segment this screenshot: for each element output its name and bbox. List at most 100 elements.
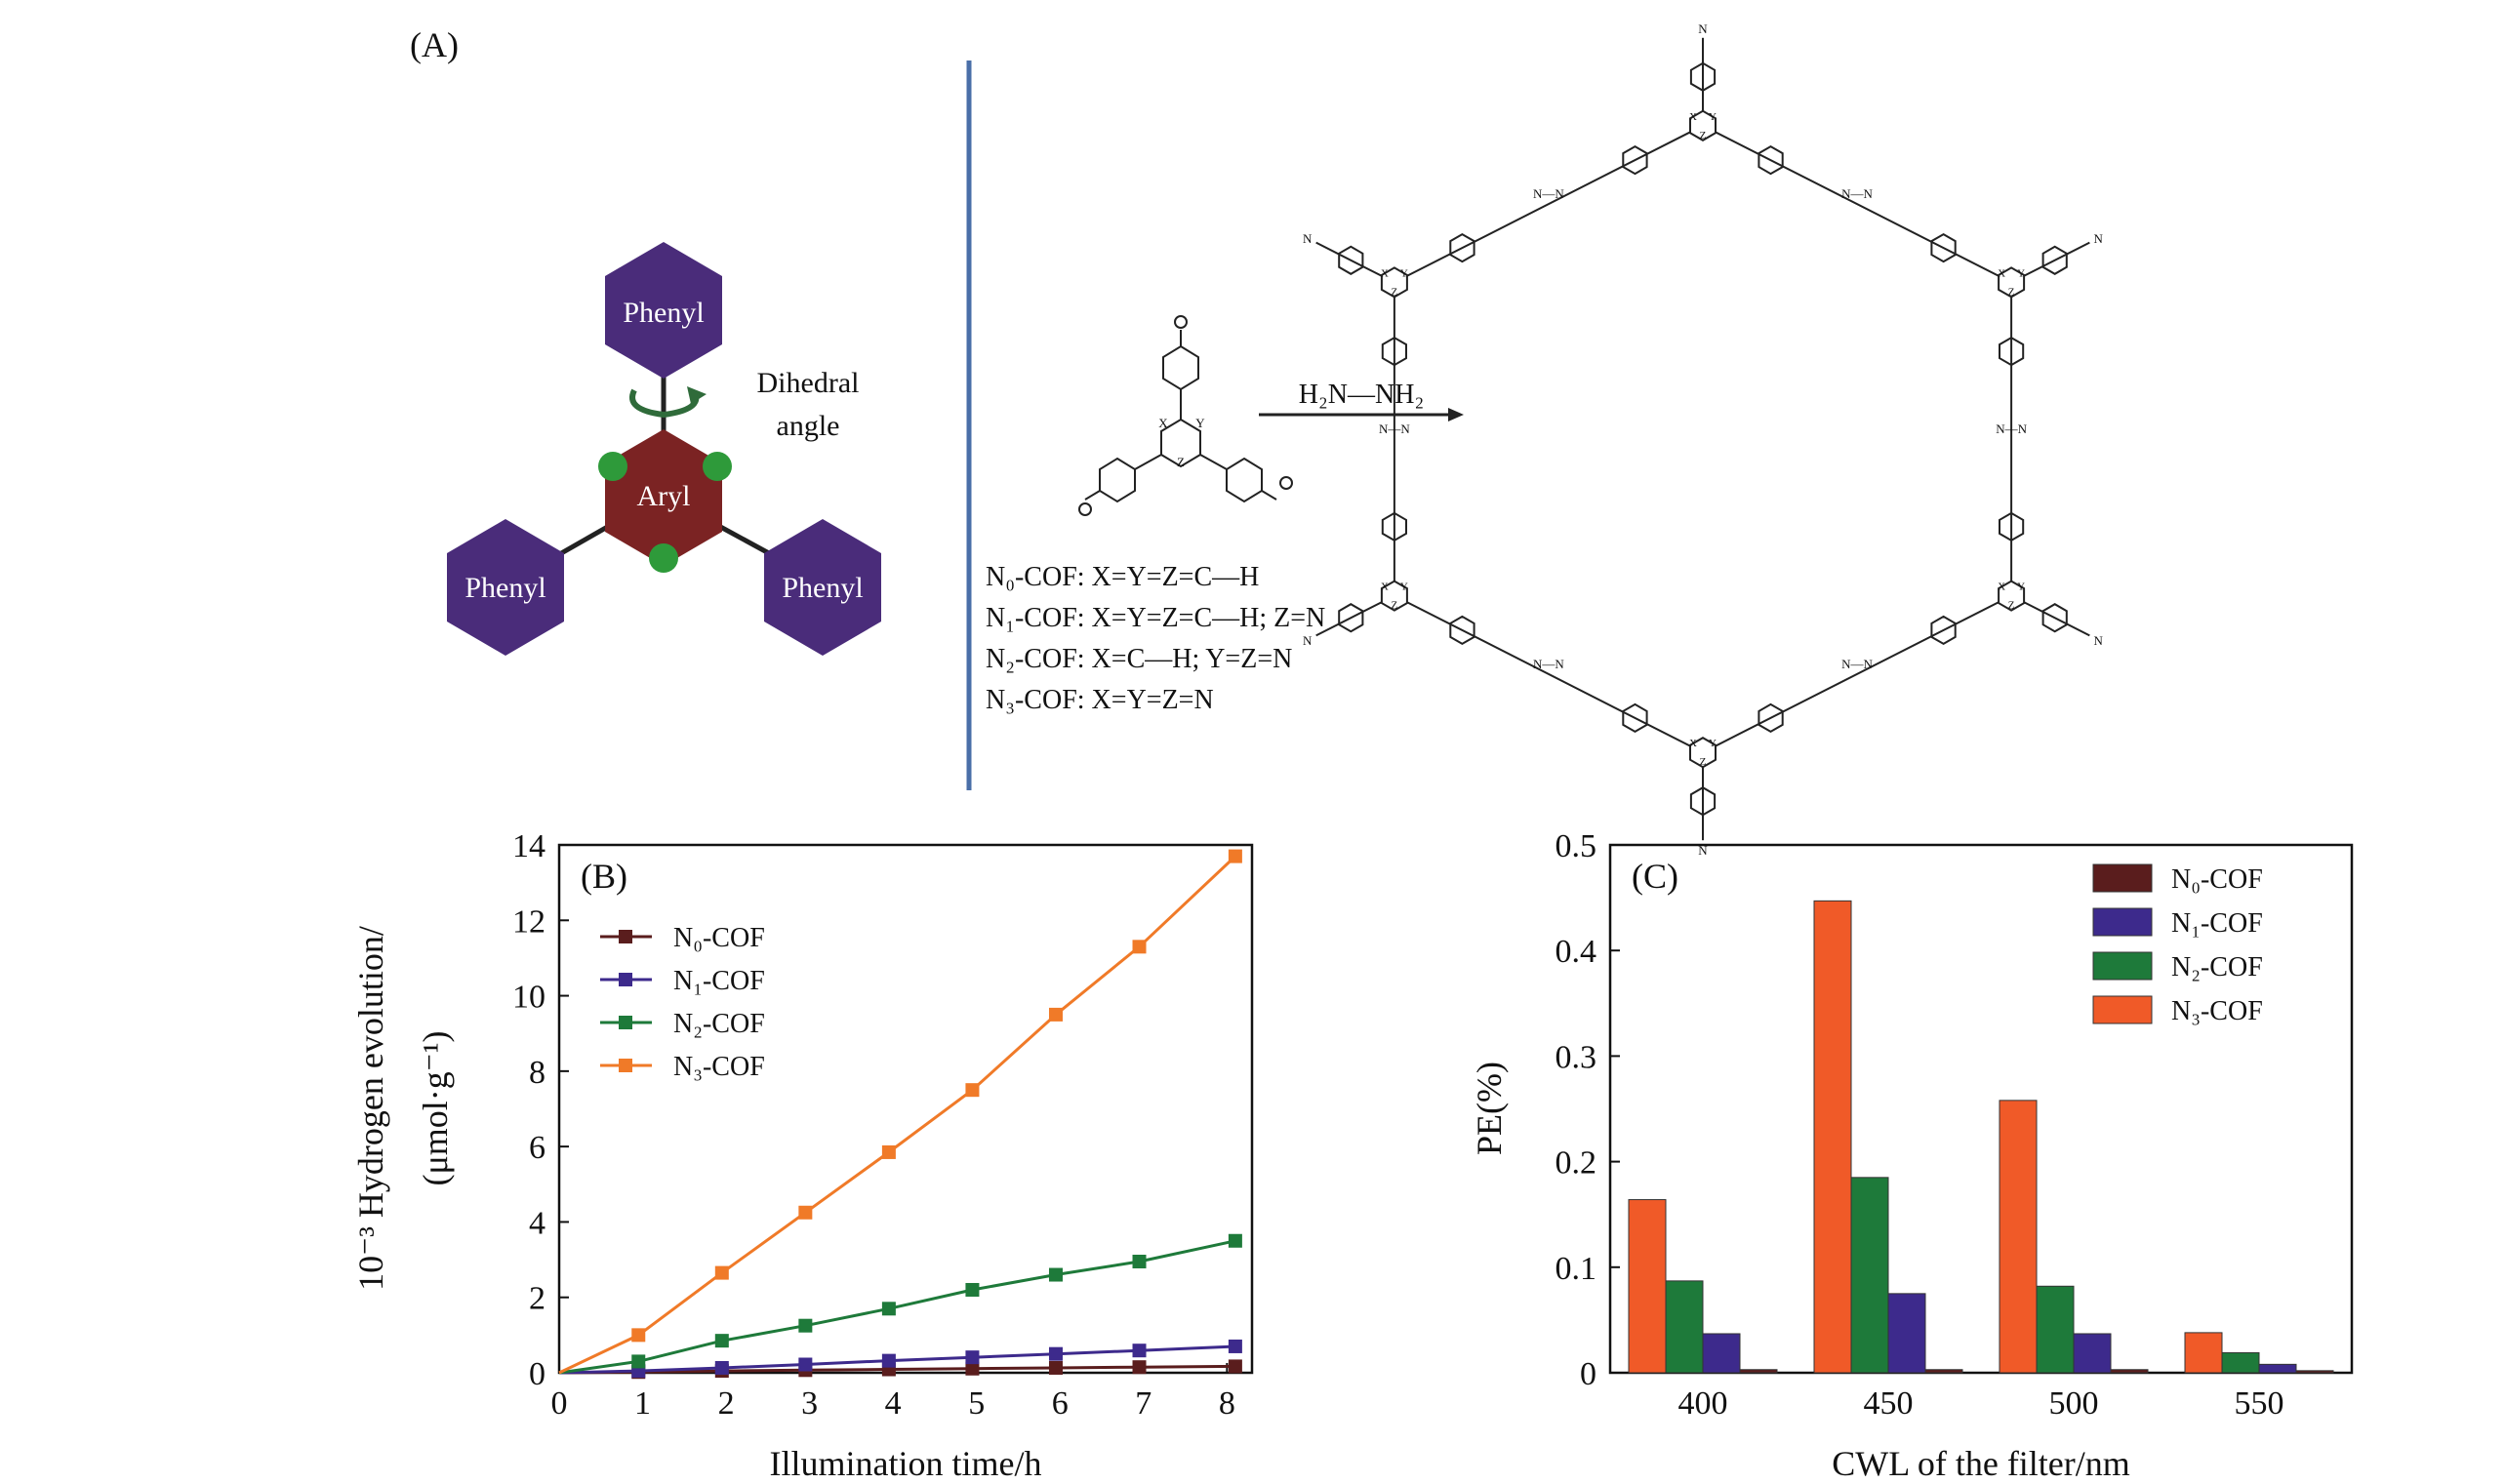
y-tick-label: 0 <box>529 1356 545 1392</box>
panel-b-label: (B) <box>581 857 627 896</box>
phenyl-right-label: Phenyl <box>782 572 863 604</box>
green-dot <box>649 543 678 573</box>
legend-label: N₂-COF <box>2171 952 2263 983</box>
legend-label: N₃-COF <box>673 1052 765 1082</box>
terminal-benzene-ring <box>2041 245 2068 275</box>
triazine-node-ring <box>1998 266 2026 299</box>
y-tick-label: 0 <box>1580 1356 1596 1392</box>
x-tick-label: 6 <box>1052 1385 1069 1422</box>
triazine-core <box>1160 418 1201 468</box>
phenyl-left-label: Phenyl <box>465 572 545 604</box>
bar <box>1924 1369 1963 1374</box>
y-tick-label: 6 <box>529 1130 545 1166</box>
data-point <box>965 1282 980 1297</box>
data-point <box>1048 1007 1063 1022</box>
legend-label: N₁-COF <box>2171 908 2263 939</box>
data-point <box>965 1361 980 1376</box>
dihedral-label-2: angle <box>777 410 840 442</box>
atom-y: Y <box>1400 267 1408 279</box>
legend-label: N₃-COF <box>2171 996 2263 1026</box>
phenyl-top-hexagon <box>605 242 722 379</box>
triazine-node-ring <box>1380 580 1408 612</box>
data-point <box>1228 1359 1242 1374</box>
linker-benzene-ring <box>1622 144 1648 176</box>
data-point <box>881 1302 896 1316</box>
series-lines <box>558 849 1242 1380</box>
linker-benzene-ring <box>1622 702 1648 734</box>
variant-n2: N₂-COF: X=C—H; Y=Z=N <box>986 644 1292 674</box>
aldehyde-oxygen <box>1174 315 1188 329</box>
dihedral-label-1: Dihedral <box>757 367 860 399</box>
atom-z: Z <box>2008 286 2015 298</box>
legend-swatch <box>2092 907 2153 937</box>
y-axis-label: PE(%) <box>1470 1062 1509 1155</box>
bar <box>2073 1333 2112 1374</box>
data-point <box>1132 1255 1147 1269</box>
azine-nitrogen-label: N—N <box>1533 186 1564 201</box>
green-dot <box>703 452 732 481</box>
atom-x: X <box>1381 582 1389 593</box>
bar <box>1887 1293 1926 1374</box>
x-axis-label: Illumination time/h <box>770 1444 1042 1483</box>
bars <box>1628 900 2334 1374</box>
atom-z: Z <box>2008 600 2015 612</box>
y-tick-label: 14 <box>512 828 545 864</box>
data-point <box>1132 1344 1147 1358</box>
y-tick-label: 4 <box>529 1205 545 1241</box>
terminal-nitrogen-label: N <box>1303 633 1313 648</box>
bar <box>1628 1199 1667 1374</box>
panel-a: (A) Phenyl Phenyl Phenyl Aryl Dihedral a… <box>410 21 2104 858</box>
aldehyde-oxygen <box>1078 502 1092 516</box>
data-point <box>1048 1267 1063 1282</box>
terminal-benzene-ring <box>1689 61 1717 92</box>
atom-z: Z <box>1177 455 1185 469</box>
triazine-node-ring <box>1998 580 2026 612</box>
atom-y: Y <box>2017 267 2025 279</box>
bar <box>1665 1280 1704 1374</box>
legend-swatch <box>2092 951 2153 981</box>
reagent-label: H₂N—NH₂ <box>1299 380 1424 410</box>
legend-label: N₁-COF <box>673 966 765 996</box>
azine-nitrogen-label: N—N <box>1841 657 1873 671</box>
legend-marker <box>619 1016 632 1029</box>
azine-nitrogen-label: N—N <box>1841 186 1873 201</box>
green-dot <box>598 452 627 481</box>
bar <box>1739 1369 1778 1374</box>
data-point <box>631 1354 646 1369</box>
bar <box>2036 1285 2075 1374</box>
plot-frame <box>1608 843 2354 1375</box>
x-tick-label: 3 <box>801 1385 818 1422</box>
atom-y: Y <box>1709 111 1717 123</box>
atom-x: X <box>1689 738 1697 749</box>
legend: N₀-COF N₁-COF N₂-COF N₃-COF <box>600 923 765 1082</box>
legend-swatch <box>2092 995 2153 1024</box>
rotation-arrow-head <box>687 386 707 404</box>
panel-c-label: (C) <box>1632 857 1678 896</box>
azine-nitrogen-label: N—N <box>1533 657 1564 671</box>
azine-nitrogen-label: N—N <box>1996 421 2027 436</box>
variant-n0: N₀-COF: X=Y=Z=C—H <box>986 562 1259 592</box>
linker-benzene-ring <box>1449 232 1475 263</box>
atom-y: Y <box>1195 416 1205 430</box>
linker-benzene-ring <box>1449 615 1475 646</box>
bar <box>2295 1370 2334 1374</box>
y-tick-label: 8 <box>529 1055 545 1091</box>
linker-benzene-ring <box>1999 511 2025 542</box>
benzene-ring <box>1226 457 1263 503</box>
linker-benzene-ring <box>1381 511 1407 542</box>
data-point <box>1228 1233 1242 1248</box>
bar <box>2184 1332 2223 1374</box>
x-tick-label: 7 <box>1135 1385 1151 1422</box>
x-axis-label: CWL of the filter/nm <box>1832 1444 2130 1483</box>
data-point <box>714 1265 729 1280</box>
panel-c-bar-chart: 0 0.1 0.2 0.3 0.4 0.5 400 450 500 550 N₀-COF N₁-CO… <box>1470 828 2354 1483</box>
benzene-ring <box>1162 344 1199 391</box>
axis-ticks: 0 0.1 0.2 0.3 0.4 0.5 400 450 500 550 <box>1556 828 2284 1422</box>
legend-marker <box>619 930 632 943</box>
plot-frame <box>557 843 1254 1375</box>
y-tick-label: 0.4 <box>1556 934 1597 970</box>
y-tick-label: 12 <box>512 903 545 940</box>
triazine-node-ring <box>1689 109 1717 141</box>
